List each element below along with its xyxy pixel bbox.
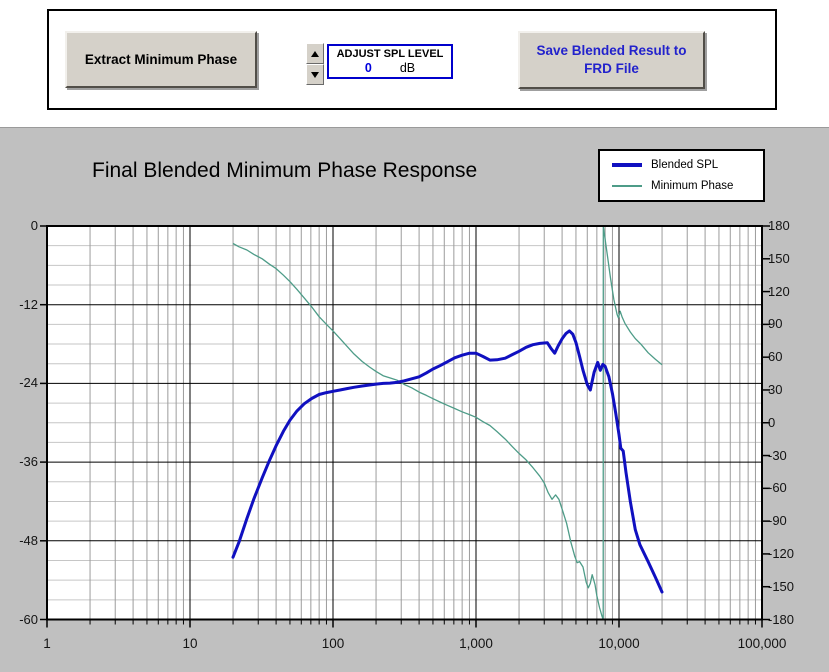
y-left-tick-label: -24 xyxy=(19,375,38,391)
y-left-tick-label: 0 xyxy=(30,218,38,233)
minimum-phase-line-sample xyxy=(612,185,642,187)
y-right-tick-label: 0 xyxy=(768,414,776,430)
x-tick-label: 10,000 xyxy=(598,636,640,651)
adjust-spl-level-box: ADJUST SPL LEVEL 0 dB xyxy=(327,44,453,79)
y-right-tick-label: 150 xyxy=(768,250,790,266)
save-frd-button[interactable]: Save Blended Result to FRD File xyxy=(518,31,705,89)
legend-item-minimum-phase: Minimum Phase xyxy=(600,178,733,194)
extract-minimum-phase-button[interactable]: Extract Minimum Phase xyxy=(65,31,257,88)
legend-label-minimum-phase: Minimum Phase xyxy=(651,180,734,192)
spl-spin-down-button[interactable] xyxy=(306,64,324,85)
y-left-tick-label: -36 xyxy=(19,454,38,470)
spl-spin-up-button[interactable] xyxy=(306,43,324,64)
y-right-tick-label: 90 xyxy=(768,316,783,332)
y-right-tick-label: 120 xyxy=(768,283,790,299)
x-tick-label: 1 xyxy=(43,636,51,651)
y-right-tick-label: -180 xyxy=(768,611,795,627)
blended-spl-line-sample xyxy=(612,163,642,167)
y-right-tick-label: -150 xyxy=(768,578,795,594)
chart-area: Final Blended Minimum Phase Response Ble… xyxy=(0,127,829,672)
y-right-tick-label: -120 xyxy=(768,545,795,561)
spl-value-row: 0 dB xyxy=(329,61,451,75)
save-frd-line1: Save Blended Result to xyxy=(536,43,687,58)
x-tick-label: 100 xyxy=(321,636,345,651)
x-tick-label: 100,000 xyxy=(737,636,787,651)
legend-label-blended-spl: Blended SPL xyxy=(651,159,719,171)
y-left-tick-label: -12 xyxy=(19,296,38,312)
plot-border xyxy=(46,225,763,621)
legend: Blended SPL Minimum Phase xyxy=(598,149,765,202)
minimum-phase-curve xyxy=(232,225,663,621)
arrow-up-icon xyxy=(311,50,319,57)
axis-tick-marks xyxy=(40,225,770,628)
spl-value: 0 xyxy=(364,61,372,75)
legend-item-blended-spl: Blended SPL xyxy=(600,157,718,173)
x-tick-label: 1,000 xyxy=(459,636,493,651)
arrow-down-icon xyxy=(311,71,319,78)
x-tick-label: 10 xyxy=(182,636,198,651)
adjust-spl-level-label: ADJUST SPL LEVEL xyxy=(336,48,444,60)
spl-spinner xyxy=(306,43,324,85)
blended-spl-curve xyxy=(231,329,664,594)
save-frd-line2: FRD File xyxy=(584,61,639,76)
y-right-tick-label: -60 xyxy=(768,480,787,496)
y-right-tick-label: 180 xyxy=(768,218,790,233)
y-right-tick-label: 60 xyxy=(768,349,783,365)
y-right-tick-label: -90 xyxy=(768,513,787,529)
y-left-tick-label: -48 xyxy=(19,532,38,548)
chart-title: Final Blended Minimum Phase Response xyxy=(92,159,478,182)
minor-gridlines xyxy=(47,226,762,620)
y-right-tick-label: -30 xyxy=(768,447,787,463)
toolbar-panel: Extract Minimum Phase ADJUST SPL LEVEL 0… xyxy=(47,9,777,110)
plot-canvas xyxy=(40,225,770,628)
y-right-tick-label: 30 xyxy=(768,381,783,397)
y-left-tick-label: -60 xyxy=(19,611,38,627)
spl-unit-label: dB xyxy=(399,61,416,75)
